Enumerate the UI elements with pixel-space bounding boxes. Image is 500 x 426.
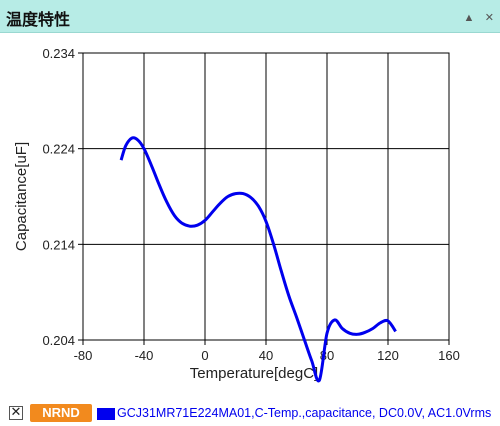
y-axis-label: Capacitance[uF] bbox=[13, 142, 30, 251]
chart-area: -80 -40 0 40 80 120 160 0.204 0.214 0.224 0.234 Tem… bbox=[0, 33, 500, 400]
x-tick-label: 120 bbox=[377, 348, 399, 363]
series-color-swatch bbox=[97, 408, 115, 420]
x-tick-label: 160 bbox=[438, 348, 460, 363]
y-tick-label: 0.204 bbox=[42, 333, 75, 348]
x-axis-label: Temperature[degC] bbox=[190, 365, 318, 382]
nrnd-status-badge: NRND bbox=[30, 404, 92, 422]
close-icon[interactable]: ✕ bbox=[484, 12, 494, 24]
x-tick-label: -80 bbox=[74, 348, 93, 363]
series-toggle-checkbox[interactable]: ✕ bbox=[9, 405, 23, 420]
capacitance-temperature-chart: -80 -40 0 40 80 120 1600.2040.2140.2240.234Tem… bbox=[13, 46, 460, 383]
y-tick-label: 0.234 bbox=[42, 46, 75, 61]
x-tick-label: 40 bbox=[259, 348, 273, 363]
y-tick-label: 0.224 bbox=[42, 142, 75, 157]
series-label[interactable]: GCJ31MR71E224MA01,C-Temp.,capacitance, D… bbox=[117, 406, 492, 420]
x-tick-label: -40 bbox=[135, 348, 154, 363]
y-tick-label: 0.214 bbox=[42, 237, 75, 252]
legend: ✕ NRND GCJ31MR71E224MA01,C-Temp.,capacit… bbox=[0, 404, 500, 426]
x-tick-label: 0 bbox=[201, 348, 208, 363]
collapse-icon[interactable]: ▲ bbox=[463, 12, 475, 24]
panel-title: 温度特性 bbox=[6, 10, 71, 29]
series-line bbox=[119, 136, 397, 383]
header-controls: ▲ ✕ bbox=[457, 8, 494, 26]
panel-header: 温度特性 ▲ ✕ bbox=[0, 0, 500, 33]
